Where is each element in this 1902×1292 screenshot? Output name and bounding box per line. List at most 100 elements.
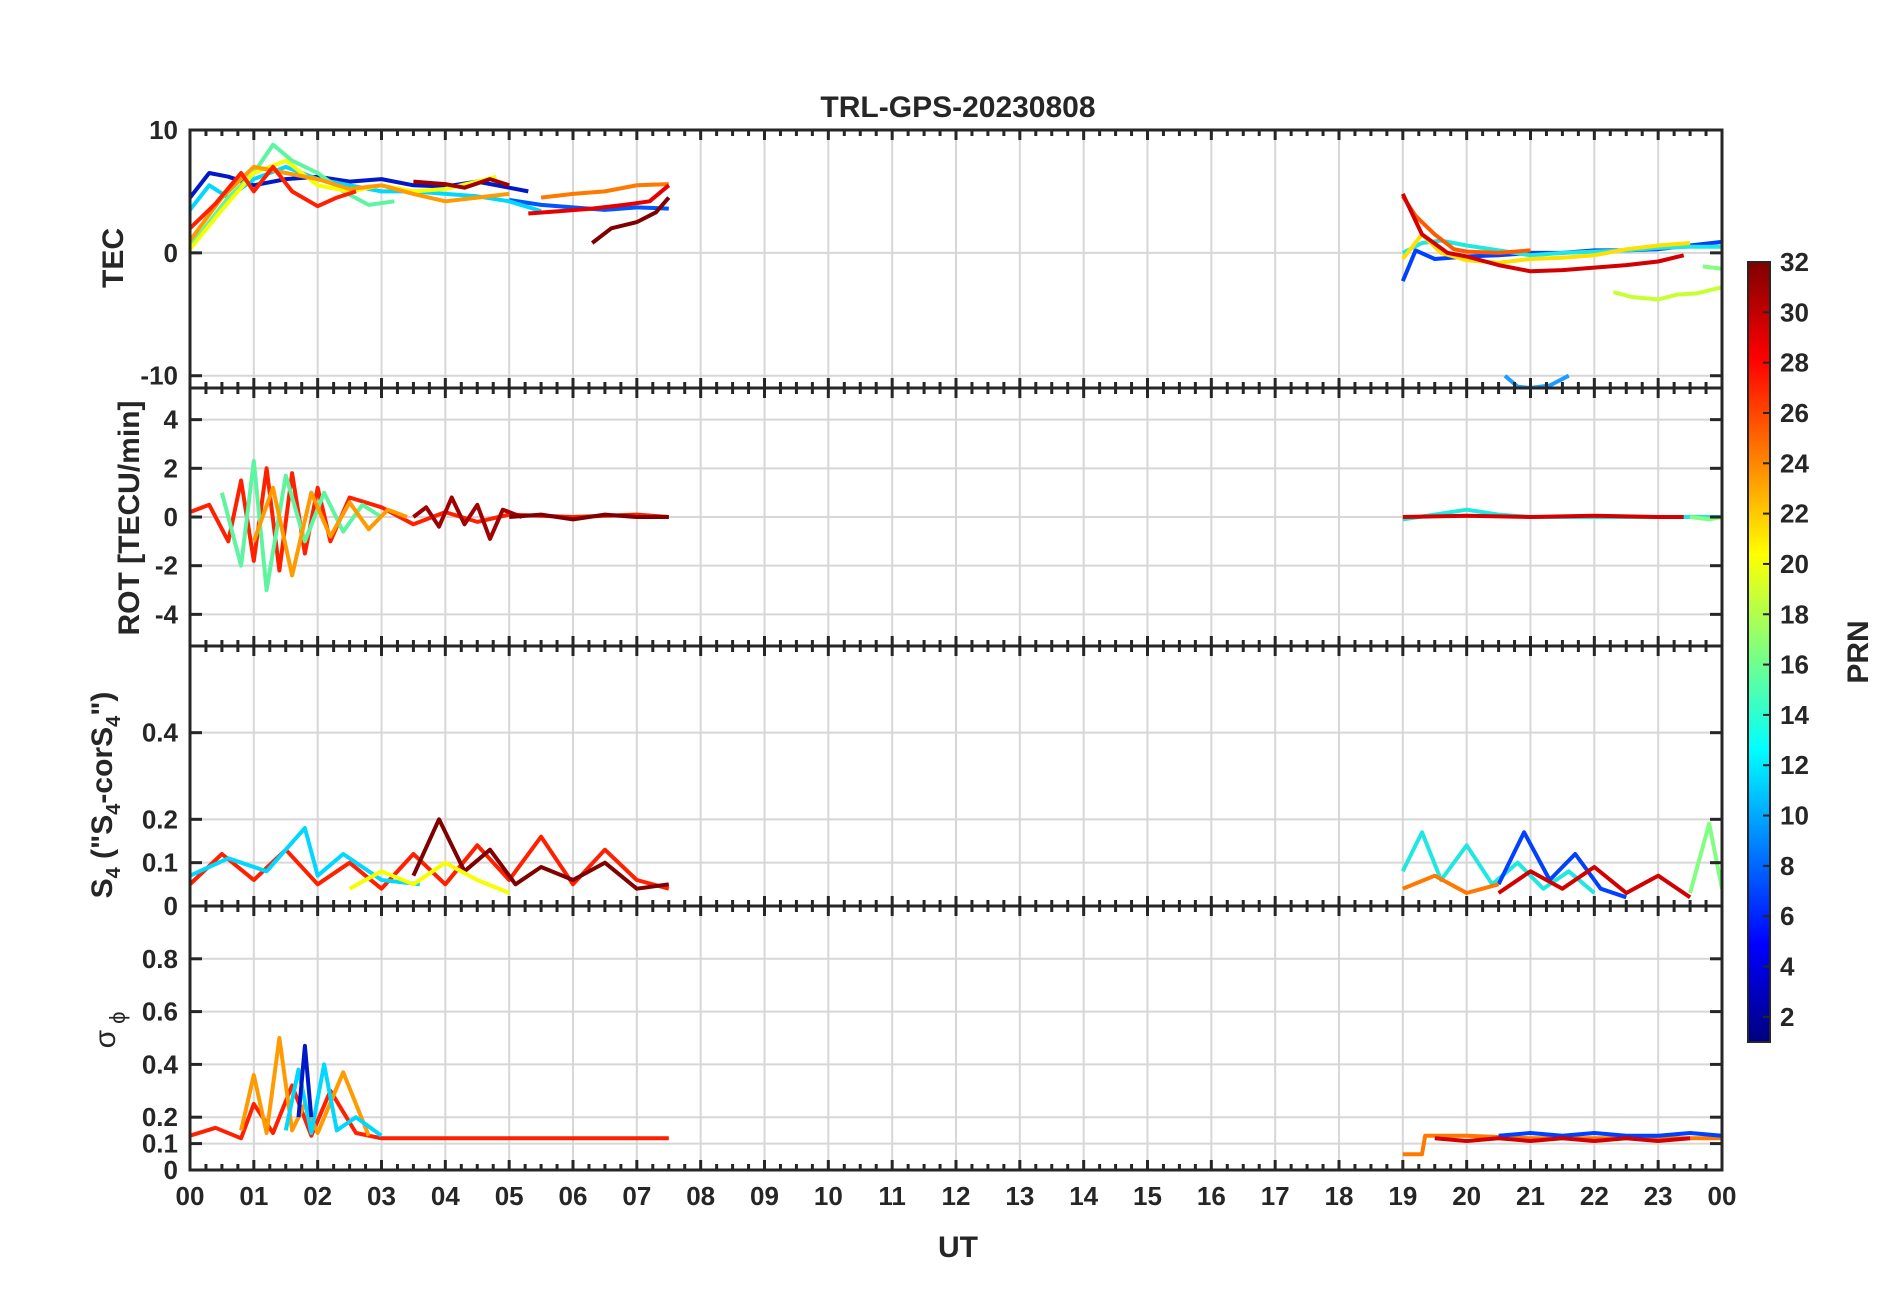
series-tec-prn-24 [540, 182, 669, 200]
series-rot-prn-27 [190, 466, 669, 573]
colorbar-tick-label-4: 10 [1780, 801, 1809, 831]
series-rot-prn-15 [219, 459, 383, 592]
ylabel-sigma: σ [89, 1029, 122, 1048]
colorbar-tick-label-9: 20 [1780, 549, 1809, 579]
xtick-label-22: 22 [1580, 1181, 1609, 1211]
xtick-label-15: 15 [1133, 1181, 1162, 1211]
xtick-label-19: 19 [1388, 1181, 1417, 1211]
ylabel-s4-cor: -corS [86, 727, 119, 804]
xtick-label-5: 05 [495, 1181, 524, 1211]
ytick-label-sigma_phi-4: 0.2 [142, 1102, 178, 1132]
colorbar-tick-label-10: 22 [1780, 499, 1809, 529]
ytick-label-sigma_phi-6: 0 [164, 1155, 178, 1185]
colorbar-tick-label-2: 6 [1780, 901, 1794, 931]
series-tec-prn-16 [1702, 264, 1722, 271]
xtick-label-8: 08 [686, 1181, 715, 1211]
chart-title: TRL-GPS-20230808 [820, 91, 1095, 124]
colorbar-label: PRN [1842, 620, 1875, 683]
series-s4-prn-20 [348, 860, 510, 895]
xtick-label-3: 03 [367, 1181, 396, 1211]
series-tec-prn-29 [1400, 193, 1685, 274]
xtick-label-17: 17 [1261, 1181, 1290, 1211]
series-s4-prn-5 [1496, 830, 1627, 900]
series-rot-prn-23 [251, 485, 408, 578]
xtick-label-1: 01 [239, 1181, 268, 1211]
colorbar-tick-label-6: 14 [1780, 700, 1809, 730]
xtick-label-13: 13 [1005, 1181, 1034, 1211]
ylabel-s4: S4 ("S4-corS4") [86, 692, 125, 899]
panel-tec: 10 0 -10 [140, 115, 1724, 391]
colorbar-tick-label-1: 4 [1780, 952, 1795, 982]
series-sigma_phi-prn-5 [1498, 1131, 1722, 1138]
series-s4-prn-16 [1688, 821, 1722, 894]
xtick-label-9: 09 [750, 1181, 779, 1211]
xtick-label-0: 00 [176, 1181, 205, 1211]
ytick-label-tec-0: 10 [149, 115, 178, 145]
ytick-label-sigma_phi-3: 0.4 [142, 1049, 179, 1079]
series-s4-prn-29 [1497, 865, 1692, 899]
colorbar-tick-label-11: 24 [1780, 448, 1809, 478]
ylabel-s4-end: ") [86, 692, 119, 716]
colorbar-tick-label-13: 28 [1780, 348, 1809, 378]
colorbar-tick-label-3: 8 [1780, 851, 1794, 881]
series-rot-prn-32 [509, 512, 669, 522]
ytick-label-s4-3: 0 [164, 891, 178, 921]
colorbar-gradient [1747, 261, 1771, 1043]
series-group-rot [190, 459, 1722, 592]
xtick-label-21: 21 [1516, 1181, 1545, 1211]
ylabel-s4-sub-b: 4 [103, 803, 125, 815]
ylabel-tec: TEC [97, 228, 130, 288]
ytick-label-s4-0: 0.4 [142, 718, 179, 748]
series-group-tec [190, 142, 1722, 388]
ylabel-s4-mid: ("S [86, 815, 119, 868]
series-rot-prn-29 [1402, 513, 1684, 519]
ytick-label-sigma_phi-1: 0.8 [142, 944, 178, 974]
xtick-label-6: 06 [559, 1181, 588, 1211]
ylabel-s4-sub-a: 4 [103, 866, 125, 878]
xtick-label-11: 11 [878, 1181, 906, 1211]
series-tec-prn-32 [590, 196, 671, 245]
colorbar-tick-label-12: 26 [1780, 398, 1809, 428]
series-sigma_phi-prn-29 [1434, 1136, 1691, 1143]
xtick-label-16: 16 [1197, 1181, 1226, 1211]
ytick-label-sigma_phi-5: 0.1 [142, 1129, 178, 1159]
xtick-label-20: 20 [1452, 1181, 1481, 1211]
series-tec-prn-18 [1613, 285, 1722, 302]
ytick-label-s4-1: 0.2 [142, 804, 178, 834]
xtick-label-10: 10 [814, 1181, 843, 1211]
xtick-label-12: 12 [942, 1181, 971, 1211]
series-sigma_phi-prn-3 [296, 1043, 314, 1118]
xtick-label-18: 18 [1325, 1181, 1354, 1211]
ytick-label-tec-1: 0 [164, 238, 178, 268]
ylabel-s4-s: S [86, 878, 119, 898]
series-sigma_phi-prn-23 [239, 1036, 371, 1137]
series-s4-prn-24 [1402, 873, 1500, 895]
colorbar-tick-label-7: 16 [1780, 650, 1809, 680]
series-sigma_phi-prn-12 [283, 1062, 383, 1138]
xtick-label-14: 14 [1069, 1181, 1098, 1211]
series-group-sigma_phi [190, 1036, 1722, 1157]
xtick-label-24: 00 [1708, 1181, 1737, 1211]
ylabel-rot: ROT [TECU/min] [113, 401, 146, 636]
ylabel-sigma-phi: σϕ [89, 1012, 130, 1049]
ytick-label-rot-3: -2 [155, 551, 178, 581]
colorbar-tick-label-0: 2 [1780, 1002, 1794, 1032]
ytick-label-rot-1: 2 [164, 453, 178, 483]
colorbar-tick-label-14: 30 [1780, 297, 1809, 327]
xtick-label-2: 02 [303, 1181, 332, 1211]
ytick-label-rot-2: 0 [164, 502, 178, 532]
ytick-label-rot-0: 4 [164, 405, 179, 435]
series-tec-prn-13 [1401, 238, 1722, 258]
colorbar-tick-label-8: 18 [1780, 599, 1809, 629]
series-tec-prn-28 [528, 183, 671, 216]
series-rot-prn-31 [412, 495, 523, 541]
xlabel-ut: UT [938, 1231, 978, 1264]
series-tec-prn-25 [1401, 195, 1531, 255]
ytick-label-tec-2: -10 [140, 361, 178, 391]
ylabel-s4-sub-c: 4 [103, 715, 125, 727]
colorbar-tick-label-15: 32 [1780, 247, 1809, 277]
panels: 100-10420-2-40.40.20.100.80.60.40.20.100… [140, 115, 1736, 1211]
series-group-s4 [190, 817, 1722, 900]
